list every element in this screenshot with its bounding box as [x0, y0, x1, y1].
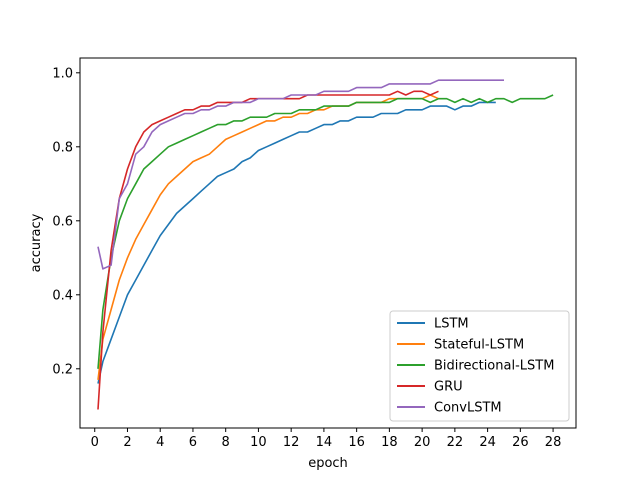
x-tick-label: 18	[381, 435, 398, 450]
x-tick-label: 22	[447, 435, 464, 450]
x-tick-label: 12	[283, 435, 300, 450]
legend-label: GRU	[434, 380, 463, 395]
x-tick-label: 4	[156, 435, 164, 450]
x-tick-label: 2	[123, 435, 131, 450]
x-tick-label: 14	[316, 435, 333, 450]
x-tick-label: 6	[189, 435, 197, 450]
legend-label: LSTM	[434, 317, 469, 332]
y-axis-label: accuracy	[29, 213, 44, 272]
x-tick-label: 28	[545, 435, 562, 450]
legend: LSTM Stateful-LSTM Bidirectional-LSTM GRU Co…	[389, 310, 570, 422]
plot-frame	[79, 57, 577, 429]
legend-label: ConvLSTM	[434, 401, 502, 416]
series-layer	[97, 79, 554, 410]
x-tick-label: 24	[479, 435, 496, 450]
x-tick-label: 0	[91, 435, 99, 450]
y-tick-label: 0.6	[52, 214, 73, 229]
y-tick-label: 0.4	[52, 288, 73, 303]
x-tick-label: 10	[250, 435, 267, 450]
y-axis: 0.2 0.4 0.6 0.8 1.0	[52, 66, 80, 377]
y-tick-label: 0.2	[52, 362, 73, 377]
legend-label: Bidirectional-LSTM	[434, 359, 554, 374]
legend-box	[389, 310, 570, 422]
series-line-convlstm	[97, 79, 504, 270]
y-tick-label: 0.8	[52, 140, 73, 155]
series-line-lstm	[97, 101, 496, 384]
x-tick-label: 16	[348, 435, 365, 450]
legend-label: Stateful-LSTM	[434, 338, 524, 353]
x-tick-label: 26	[512, 435, 529, 450]
x-axis-label: epoch	[308, 456, 348, 471]
series-line-bidirectional-lstm	[97, 94, 554, 369]
x-tick-label: 8	[222, 435, 230, 450]
y-tick-label: 1.0	[52, 66, 73, 81]
x-tick-label: 20	[414, 435, 431, 450]
x-axis: 0 2 4 6 8 10 12 14 16 18 20 22 24 26 28	[91, 428, 562, 450]
